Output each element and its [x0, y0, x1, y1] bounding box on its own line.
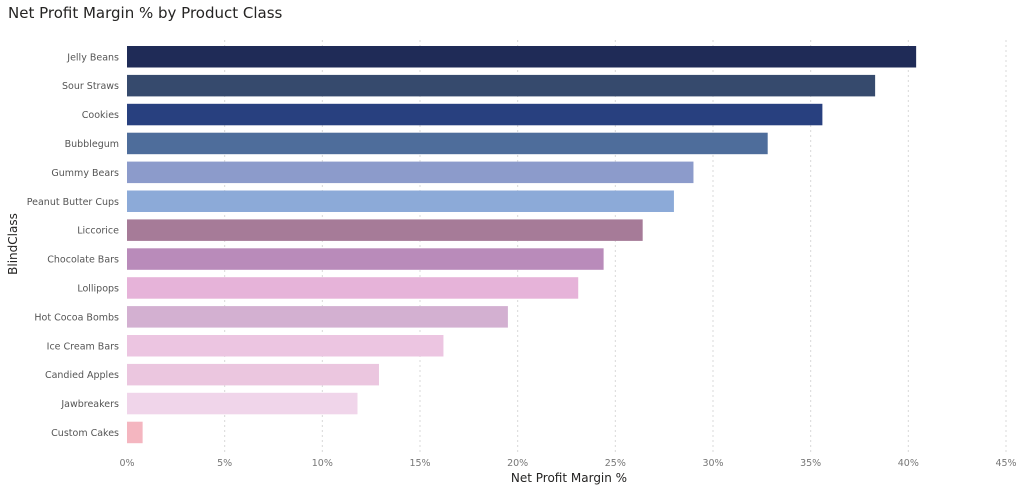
bars [127, 46, 917, 444]
category-label: Cookies [82, 110, 119, 121]
bar[interactable] [127, 363, 379, 386]
y-axis-title: BlindClass [6, 213, 20, 275]
bar[interactable] [127, 421, 143, 444]
category-label: Bubblegum [65, 139, 119, 150]
x-tick-label: 40% [898, 458, 919, 469]
category-label: Jawbreakers [60, 399, 119, 410]
bar[interactable] [127, 132, 768, 155]
bar[interactable] [127, 277, 579, 299]
bar[interactable] [127, 219, 643, 241]
bar[interactable] [127, 392, 358, 415]
bar[interactable] [127, 161, 694, 184]
gridlines [224, 40, 1007, 452]
x-tick-label: 35% [800, 458, 821, 469]
bar[interactable] [127, 46, 917, 68]
x-tick-label: 20% [507, 458, 528, 469]
category-label: Gummy Bears [51, 168, 119, 179]
x-tick-label: 25% [605, 458, 626, 469]
category-label: Jelly Beans [66, 52, 119, 63]
x-tick-label: 30% [702, 458, 723, 469]
category-label: Ice Cream Bars [47, 341, 119, 352]
x-tick-label: 5% [217, 458, 232, 469]
category-label: Custom Cakes [51, 428, 119, 439]
category-labels: Jelly Beans Sour Straws Cookies Bubblegum Gu… [27, 52, 119, 439]
category-label: Chocolate Bars [47, 255, 119, 266]
bar[interactable] [127, 74, 876, 97]
x-axis-title: Net Profit Margin % [511, 471, 627, 485]
x-tick-labels: 0% 5% 10% 15% 20% 25% 30% 35% 40% 45% [119, 458, 1016, 469]
bar[interactable] [127, 190, 674, 213]
x-tick-label: 45% [995, 458, 1016, 469]
category-label: Sour Straws [62, 81, 119, 92]
chart-title: Net Profit Margin % by Product Class [8, 4, 283, 22]
bar[interactable] [127, 248, 604, 270]
bar[interactable] [127, 103, 823, 126]
category-label: Peanut Butter Cups [27, 197, 119, 208]
category-label: Candied Apples [45, 370, 119, 381]
x-tick-label: 0% [119, 458, 134, 469]
x-tick-label: 10% [312, 458, 333, 469]
bar[interactable] [127, 335, 444, 357]
category-label: Liccorice [77, 226, 119, 237]
x-tick-label: 15% [409, 458, 430, 469]
bar[interactable] [127, 306, 508, 328]
category-label: Lollipops [77, 283, 119, 294]
category-label: Hot Cocoa Bombs [34, 312, 119, 323]
